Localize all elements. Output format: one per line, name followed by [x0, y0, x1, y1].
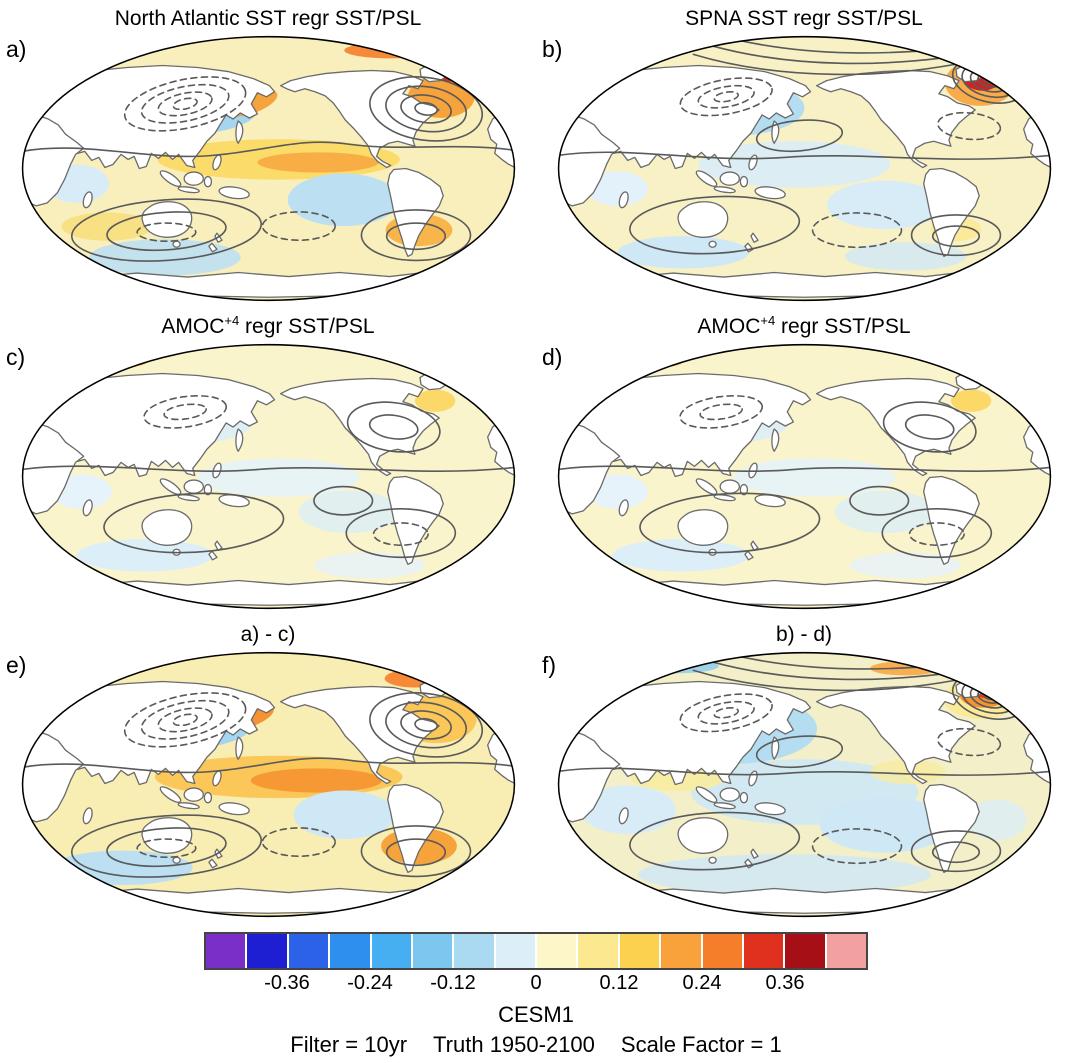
- world-map-b: [557, 35, 1051, 302]
- panel-d: AMOC+4 regr SST/PSL d): [536, 314, 1072, 612]
- model-name: CESM1: [498, 1002, 574, 1027]
- colorbar-cell: [785, 934, 825, 968]
- colorbar-cell: [619, 934, 660, 968]
- world-map-f: [557, 651, 1051, 918]
- caption: Filter = 10yr Truth 1950-2100 Scale Factor…: [0, 1032, 1072, 1058]
- colorbar-tick-label: 0.12: [599, 972, 639, 994]
- world-map-c: [21, 343, 515, 610]
- panel-label: f): [542, 652, 557, 678]
- panel-f: b) - d) f): [536, 622, 1072, 920]
- panel-label: b): [542, 36, 563, 62]
- panel-e: a) - c) e): [0, 622, 536, 920]
- colorbar-tick-label: 0: [530, 972, 542, 994]
- colorbar-cell: [288, 934, 329, 968]
- colorbar-tick-label: 0.36: [765, 972, 805, 994]
- panel-a: North Atlantic SST regr SST/PSL a): [0, 6, 536, 304]
- panel-title: North Atlantic SST regr SST/PSL: [114, 7, 422, 30]
- colorbar-cell: [454, 934, 494, 968]
- caption-item: Scale Factor = 1: [620, 1032, 782, 1057]
- caption-item: Truth 1950-2100: [433, 1032, 595, 1057]
- world-map-a: [21, 35, 515, 302]
- panel-grid: North Atlantic SST regr SST/PSL a): [0, 6, 1072, 920]
- colorbar: -0.36 -0.24 -0.12 0 0.12 0.24 0.36: [204, 932, 868, 996]
- panel-label: d): [542, 344, 563, 370]
- colorbar-cell: [371, 934, 411, 968]
- colorbar-cell: [826, 934, 866, 968]
- panel-title: AMOC+4 regr SST/PSL: [697, 313, 911, 338]
- panel-title: AMOC+4 regr SST/PSL: [161, 313, 375, 338]
- colorbar-cell: [247, 934, 287, 968]
- colorbar-cells: [204, 932, 868, 970]
- colorbar-cell: [702, 934, 742, 968]
- panel-title: a) - c): [240, 623, 296, 646]
- panel-label: e): [6, 652, 27, 678]
- colorbar-tick-labels: -0.36 -0.24 -0.12 0 0.12 0.24 0.36: [204, 970, 868, 996]
- colorbar-tick-label: 0.24: [682, 972, 722, 994]
- world-map-e: [21, 651, 515, 918]
- panel-label: c): [6, 344, 26, 370]
- colorbar-cell: [330, 934, 370, 968]
- colorbar-cell: [578, 934, 618, 968]
- colorbar-cell: [495, 934, 535, 968]
- colorbar-cell: [206, 934, 246, 968]
- colorbar-cell: [743, 934, 784, 968]
- world-map-d: [557, 343, 1051, 610]
- panel-b: SPNA SST regr SST/PSL b): [536, 6, 1072, 304]
- caption-item: Filter = 10yr: [290, 1032, 408, 1057]
- panel-title: b) - d): [775, 623, 832, 646]
- panel-title: SPNA SST regr SST/PSL: [685, 7, 923, 30]
- colorbar-cell: [412, 934, 453, 968]
- colorbar-cell: [661, 934, 701, 968]
- colorbar-cell: [537, 934, 577, 968]
- colorbar-tick-label: -0.24: [347, 972, 393, 994]
- panel-label: a): [6, 36, 27, 62]
- colorbar-tick-label: -0.12: [430, 972, 476, 994]
- colorbar-tick-label: -0.36: [264, 972, 310, 994]
- panel-c: AMOC+4 regr SST/PSL c): [0, 314, 536, 612]
